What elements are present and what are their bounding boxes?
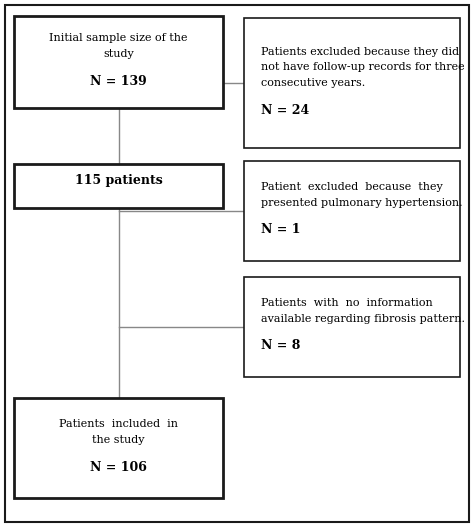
Text: 115 patients: 115 patients [74, 174, 163, 187]
Bar [14, 164, 223, 208]
Text: Patients excluded because they did: Patients excluded because they did [261, 47, 459, 56]
Text: not have follow-up records for three: not have follow-up records for three [261, 62, 465, 72]
Text: consecutive years.: consecutive years. [261, 79, 365, 88]
Bar [14, 398, 223, 498]
Text: N = 24: N = 24 [261, 104, 310, 116]
Text: N = 8: N = 8 [261, 339, 301, 353]
Text: presented pulmonary hypertension.: presented pulmonary hypertension. [261, 198, 463, 208]
Text: N = 106: N = 106 [90, 461, 147, 474]
Text: Patient  excluded  because  they: Patient excluded because they [261, 182, 443, 192]
Text: study: study [103, 49, 134, 59]
Text: the study: the study [92, 435, 145, 445]
Bar [244, 18, 460, 148]
Text: Patients  with  no  information: Patients with no information [261, 298, 433, 308]
Bar [244, 161, 460, 261]
Text: available regarding fibrosis pattern.: available regarding fibrosis pattern. [261, 314, 465, 324]
Text: Patients  included  in: Patients included in [59, 419, 178, 430]
Bar [244, 277, 460, 377]
Bar [14, 16, 223, 108]
Text: N = 139: N = 139 [90, 74, 147, 87]
Text: Initial sample size of the: Initial sample size of the [49, 33, 188, 43]
Text: N = 1: N = 1 [261, 223, 301, 237]
